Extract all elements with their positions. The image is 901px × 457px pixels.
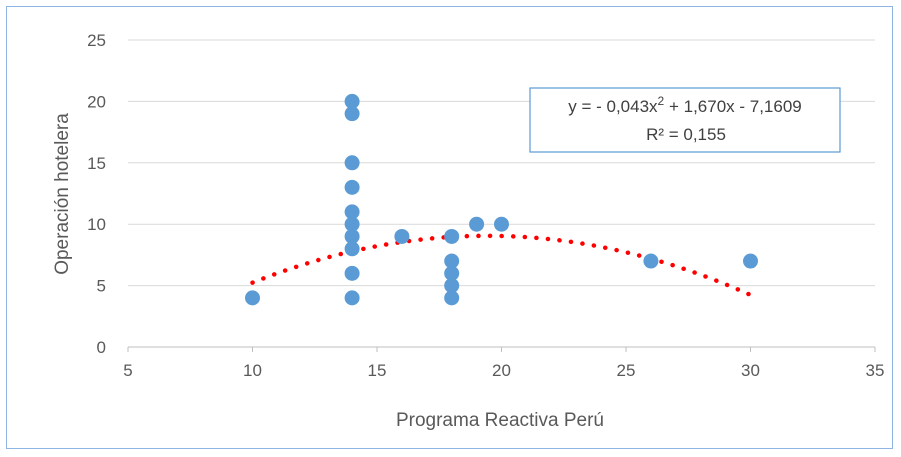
trendline-equation: y = - 0,043x2 + 1,670x - 7,1609 bbox=[568, 94, 802, 116]
y-tick-label: 20 bbox=[87, 92, 106, 111]
y-tick-label: 5 bbox=[97, 277, 106, 296]
data-point bbox=[344, 265, 360, 281]
data-point bbox=[245, 290, 260, 306]
x-tick-label: 20 bbox=[492, 361, 511, 380]
equation-prefix: y = - 0,043x bbox=[568, 97, 658, 116]
data-point bbox=[444, 253, 460, 269]
data-point bbox=[743, 253, 758, 269]
equation-suffix: + 1,670x - 7,1609 bbox=[664, 97, 802, 116]
x-tick-label: 15 bbox=[368, 361, 387, 380]
y-tick-label: 15 bbox=[87, 154, 106, 173]
x-tick-label: 10 bbox=[243, 361, 262, 380]
data-point bbox=[444, 278, 460, 294]
r-squared: R² = 0,155 bbox=[646, 125, 726, 144]
y-axis-title: Operación hotelera bbox=[52, 113, 73, 275]
x-tick-label: 25 bbox=[617, 361, 636, 380]
data-point bbox=[444, 265, 460, 281]
data-point bbox=[344, 216, 360, 232]
data-point bbox=[444, 228, 460, 244]
data-point bbox=[344, 204, 360, 220]
data-point bbox=[643, 253, 659, 269]
data-point bbox=[394, 228, 410, 244]
data-point bbox=[344, 179, 360, 195]
trendline-equation-box: y = - 0,043x2 + 1,670x - 7,1609 R² = 0,1… bbox=[529, 87, 841, 153]
polynomial-trendline bbox=[250, 233, 753, 298]
data-point bbox=[344, 290, 360, 306]
data-point bbox=[344, 155, 360, 171]
x-tick-label: 30 bbox=[741, 361, 760, 380]
x-tick-label: 35 bbox=[866, 361, 885, 380]
x-tick-label: 5 bbox=[123, 361, 132, 380]
data-point bbox=[344, 93, 360, 109]
data-point bbox=[469, 216, 485, 232]
chart-frame bbox=[6, 6, 893, 449]
y-tick-label: 10 bbox=[87, 215, 106, 234]
y-tick-label: 25 bbox=[87, 31, 106, 50]
data-point bbox=[444, 290, 460, 306]
data-point bbox=[344, 106, 360, 122]
equation-superscript: 2 bbox=[658, 94, 665, 108]
y-tick-label: 0 bbox=[97, 338, 106, 357]
x-axis-title: Programa Reactiva Perú bbox=[396, 410, 604, 431]
data-point bbox=[344, 228, 360, 244]
data-point bbox=[494, 216, 509, 232]
data-point bbox=[344, 241, 360, 257]
